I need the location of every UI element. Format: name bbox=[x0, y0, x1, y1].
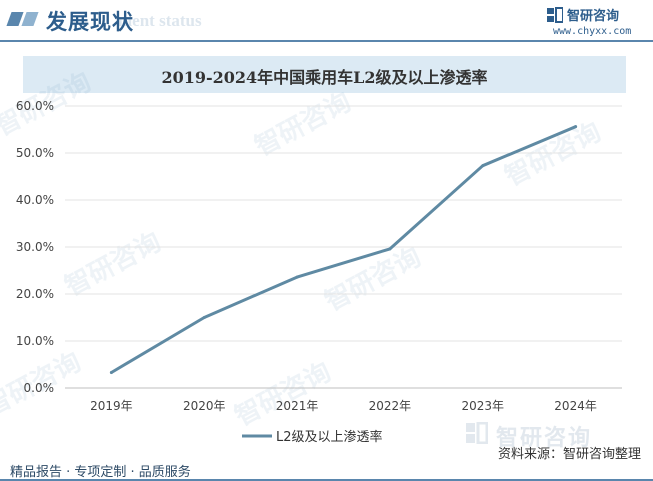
footer-divider bbox=[0, 479, 653, 481]
x-tick-label: 2024年 bbox=[554, 399, 597, 413]
data-point bbox=[388, 247, 392, 251]
y-tick-label: 10.0% bbox=[16, 334, 54, 348]
y-tick-label: 60.0% bbox=[16, 99, 54, 113]
x-tick-label: 2020年 bbox=[183, 399, 226, 413]
data-point bbox=[109, 370, 113, 374]
chart-title: 2019-2024年中国乘用车L2级及以上渗透率 bbox=[161, 68, 488, 87]
header-title: 发展现状 bbox=[46, 10, 134, 34]
source-note: 资料来源：智研咨询整理 bbox=[497, 447, 641, 462]
y-tick-label: 0.0% bbox=[24, 381, 55, 395]
brand-name: 智研咨询 bbox=[567, 9, 620, 24]
y-tick-label: 50.0% bbox=[16, 146, 54, 160]
y-tick-label: 40.0% bbox=[16, 193, 54, 207]
footer-brand-name: 智研咨询 bbox=[496, 426, 593, 451]
y-tick-label: 30.0% bbox=[16, 240, 54, 254]
data-point bbox=[202, 316, 206, 319]
x-tick-label: 2023年 bbox=[461, 399, 504, 413]
footer-brand: 智研咨询 bbox=[466, 420, 646, 451]
brand-logo-icon bbox=[547, 7, 563, 23]
footer-slogan: 精品报告 · 专项定制 · 品质服务 bbox=[10, 465, 191, 480]
series-line bbox=[109, 125, 578, 374]
report-header: ment status 发展现状 智研咨询 www.chyxx.com bbox=[0, 0, 653, 44]
header-subtitle-watermark: ment status bbox=[118, 11, 202, 30]
brand-block: 智研咨询 www.chyxx.com bbox=[547, 4, 637, 40]
data-point bbox=[481, 164, 485, 168]
data-point bbox=[574, 125, 578, 129]
brand-url: www.chyxx.com bbox=[553, 26, 632, 37]
x-tick-label: 2022年 bbox=[369, 399, 412, 413]
data-point bbox=[295, 275, 299, 279]
legend-label: L2级及以上渗透率 bbox=[276, 429, 383, 445]
x-tick-label: 2021年 bbox=[276, 399, 319, 413]
header-divider bbox=[0, 40, 653, 42]
y-tick-label: 20.0% bbox=[16, 287, 54, 301]
x-tick-label: 2019年 bbox=[90, 399, 133, 413]
footer-brand-logo-icon bbox=[466, 422, 488, 444]
chart-title-band: 2019-2024年中国乘用车L2级及以上渗透率 bbox=[23, 56, 626, 93]
